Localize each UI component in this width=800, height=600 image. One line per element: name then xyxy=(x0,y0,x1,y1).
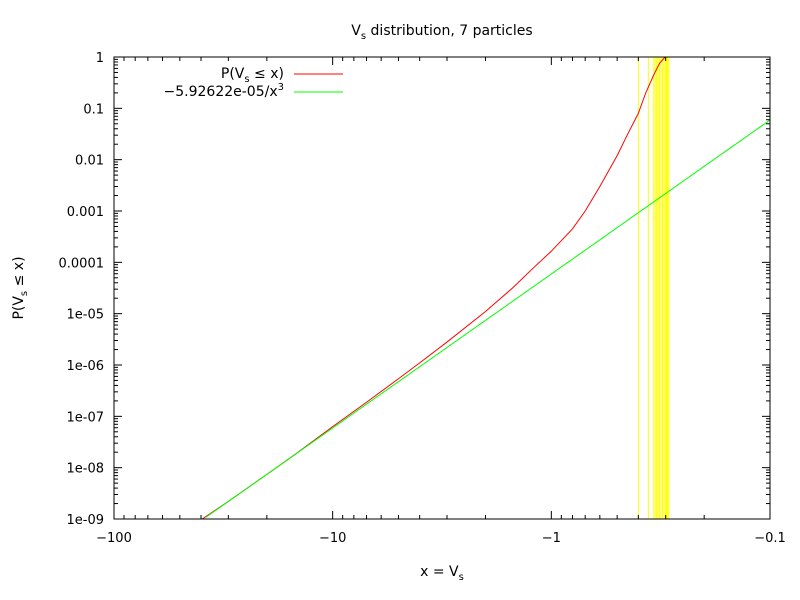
y-tick-label: 0.001 xyxy=(67,205,104,220)
x-tick-label: −0.1 xyxy=(754,531,786,546)
x-tick-label: −1 xyxy=(542,531,561,546)
y-tick-label: 0.01 xyxy=(75,154,104,169)
y-tick-label: 1e-08 xyxy=(66,462,104,477)
y-tick-label: 1e-05 xyxy=(66,308,104,323)
marker-lines xyxy=(637,57,670,519)
chart-title: Vs distribution, 7 particles xyxy=(351,23,532,42)
y-tick-label: 1e-09 xyxy=(66,513,104,528)
y-axis-label: P(Vs ≤ x) xyxy=(11,256,30,319)
x-tick-label: −100 xyxy=(96,531,132,546)
x-axis-label: x = Vs xyxy=(420,564,464,583)
series-line-power-law xyxy=(205,119,770,518)
y-tick-label: 1 xyxy=(96,51,104,66)
plot-frame xyxy=(113,56,771,520)
axis-ticks: 1 0.1 0.01 0.001 0.0001 1e-05 1e-06 1e-07 1e-08 1… xyxy=(59,51,786,546)
y-tick-label: 1e-07 xyxy=(66,410,104,425)
y-tick-label: 1e-06 xyxy=(66,359,104,374)
y-tick-label: 0.0001 xyxy=(59,256,105,271)
series-lines xyxy=(201,57,770,519)
y-tick-label: 0.1 xyxy=(83,102,104,117)
x-tick-label: −10 xyxy=(319,531,346,546)
legend: P(Vs ≤ x) −5.92622e-05/x3 xyxy=(164,66,343,100)
legend-label-red: P(Vs ≤ x) xyxy=(221,66,284,85)
series-line-p-vs xyxy=(201,57,666,519)
legend-label-green: −5.92622e-05/x3 xyxy=(164,82,284,100)
